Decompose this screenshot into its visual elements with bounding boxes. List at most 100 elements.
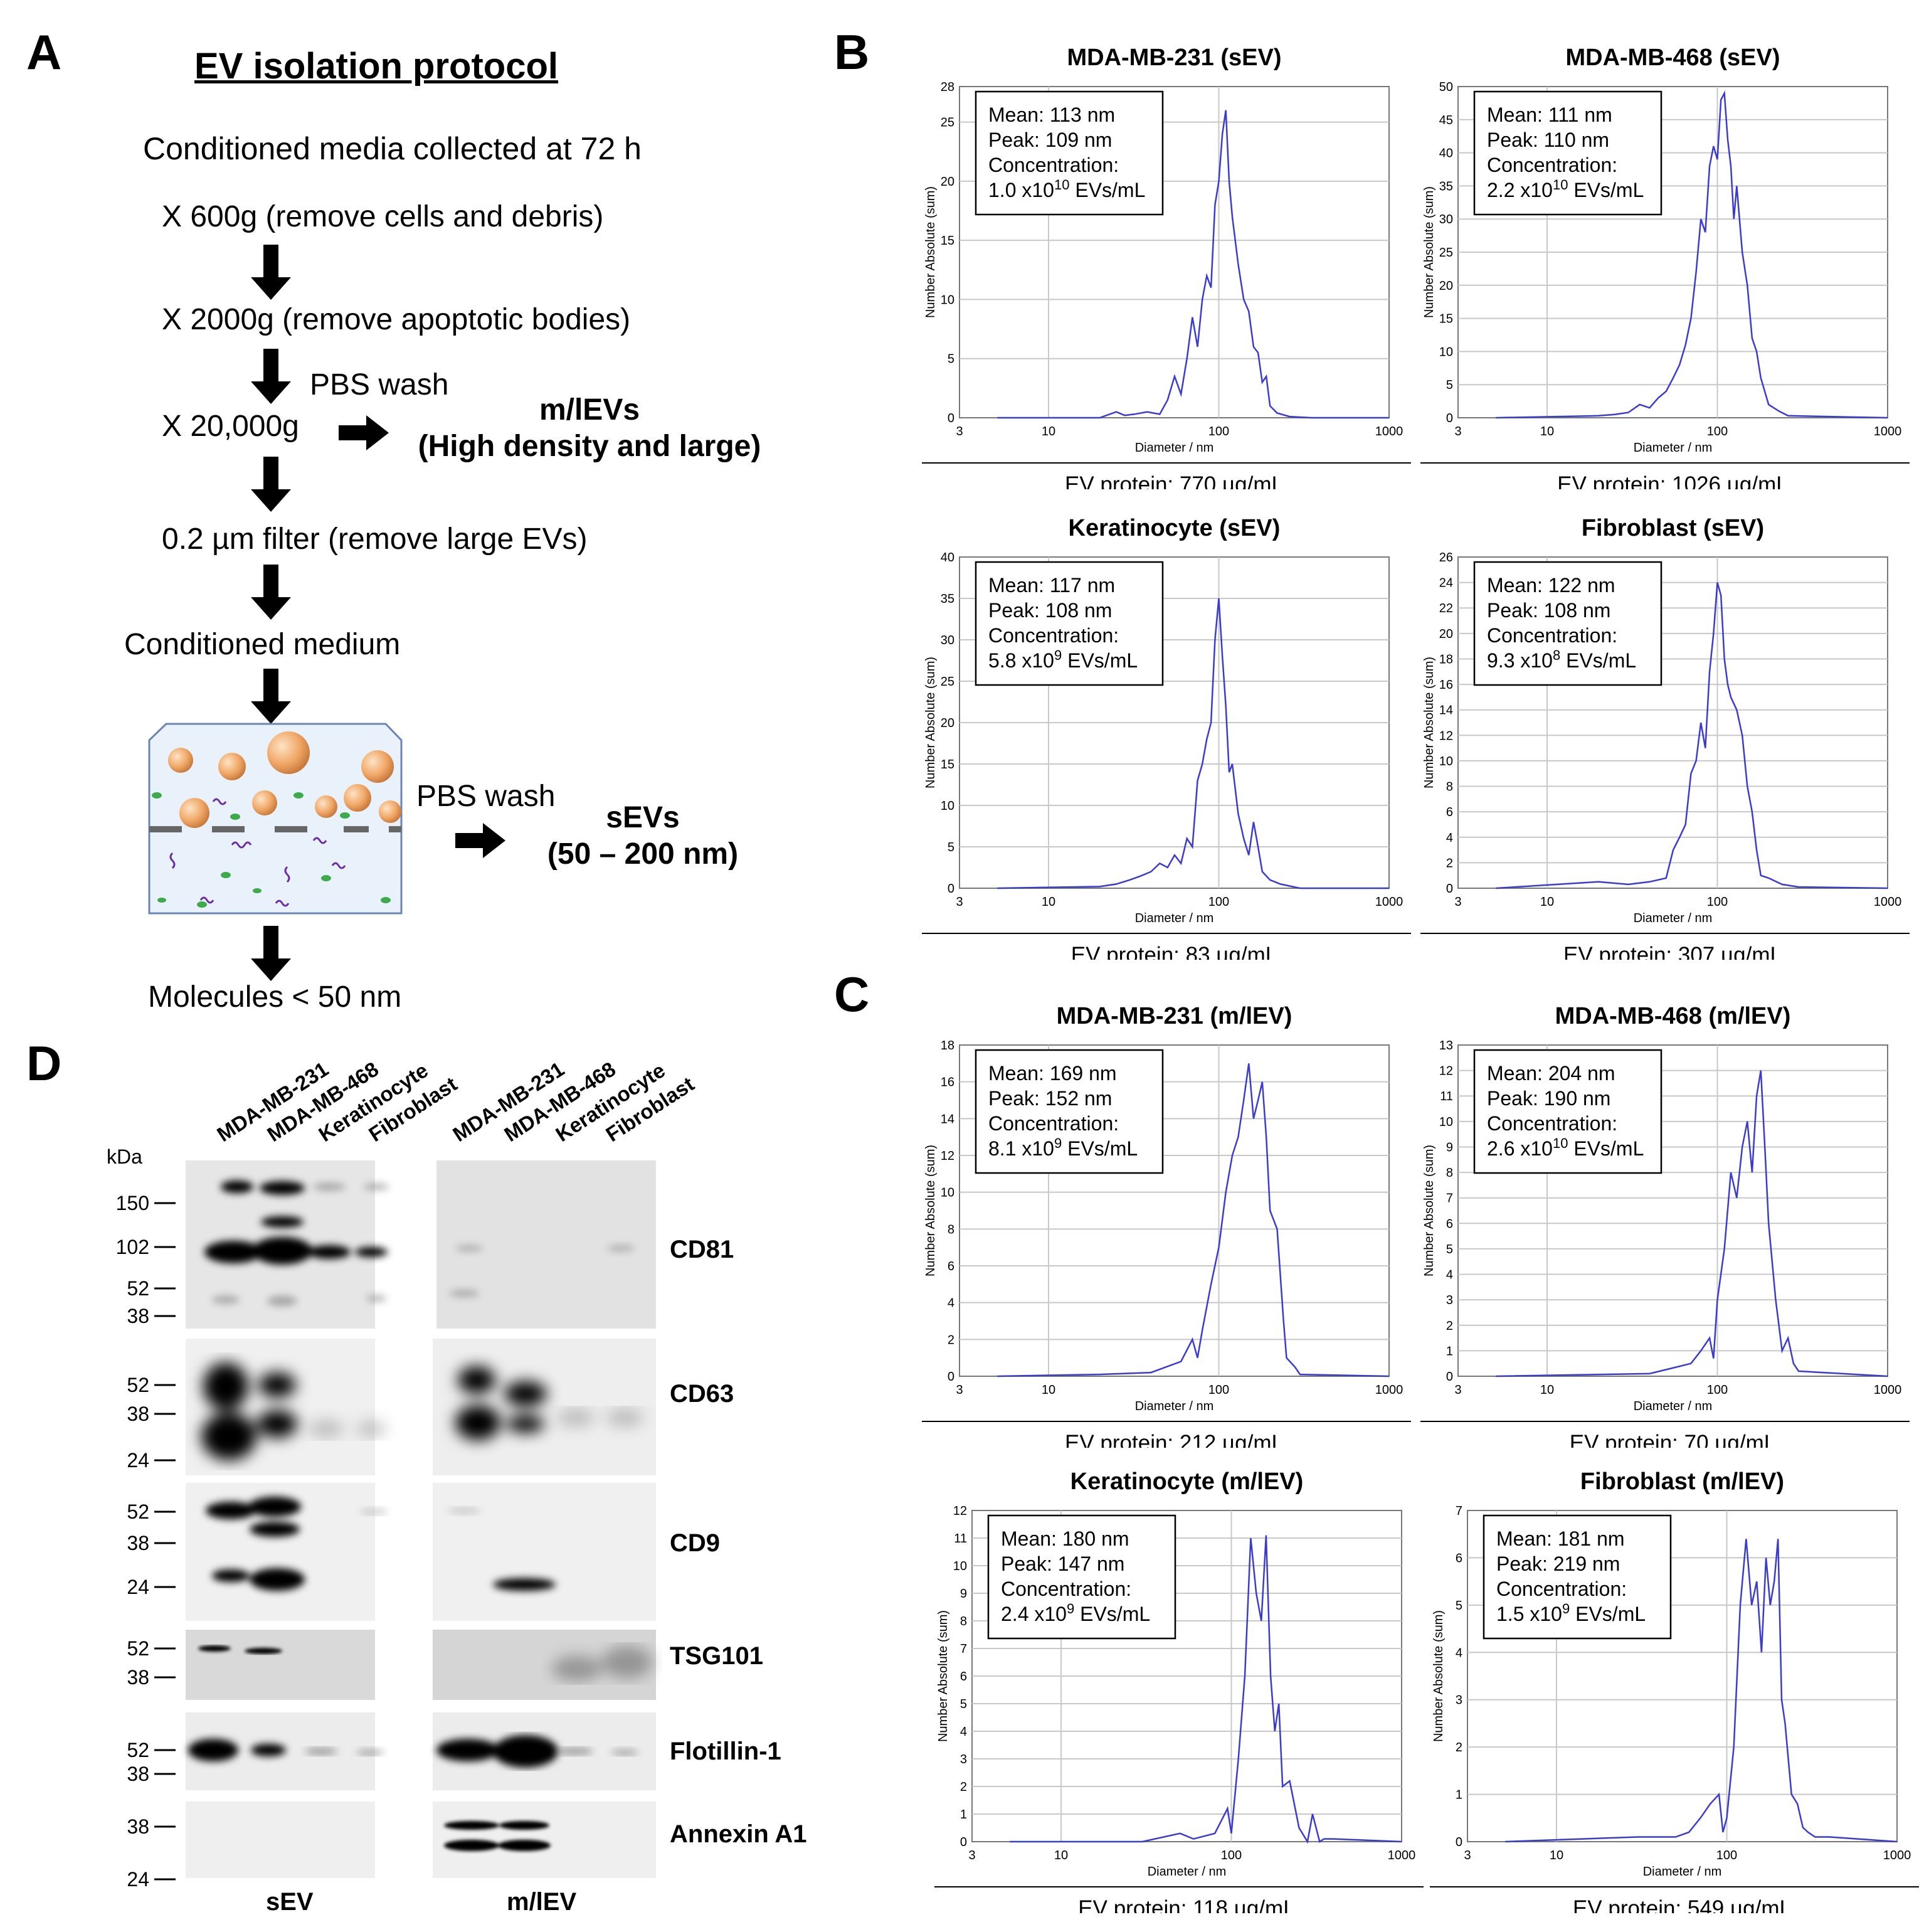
y-tick-label: 12 — [941, 1149, 954, 1163]
y-tick-label: 6 — [1446, 1217, 1453, 1231]
y-tick-label: 25 — [941, 675, 954, 689]
y-tick-label: 1 — [1446, 1344, 1453, 1358]
stats-line: Mean: 113 nm — [988, 104, 1115, 126]
chart-title: Keratinocyte (m/lEV) — [1070, 1468, 1304, 1495]
y-tick-label: 3 — [1446, 1293, 1453, 1307]
down-arrow-icon — [251, 926, 291, 981]
y-tick-label: 0 — [1456, 1835, 1462, 1849]
y-tick-label: 7 — [960, 1642, 967, 1656]
western-blot-images — [154, 1160, 656, 1881]
kda-marker: 52 — [127, 1739, 149, 1761]
y-tick-label: 2 — [1446, 1319, 1453, 1333]
y-tick-label: 20 — [1439, 279, 1453, 293]
blot-name-flotillin-1: Flotillin-1 — [670, 1738, 781, 1765]
blot-name-annexin-a1: Annexin A1 — [670, 1820, 807, 1848]
kda-marker: 52 — [127, 1637, 149, 1660]
y-tick-label: 4 — [960, 1725, 967, 1739]
y-tick-label: 1 — [960, 1808, 967, 1822]
y-tick-label: 5 — [948, 841, 954, 854]
x-tick-label: 10 — [1540, 895, 1554, 909]
y-axis-label: Number Absolute (sum) — [936, 1610, 950, 1742]
y-tick-label: 0 — [960, 1835, 967, 1849]
stats-line: Concentration: — [988, 624, 1119, 647]
y-tick-label: 9 — [1446, 1140, 1453, 1154]
y-tick-label: 15 — [1439, 312, 1453, 326]
kda-unit-label: kDa — [107, 1145, 142, 1168]
series-line — [1505, 1539, 1898, 1843]
y-tick-label: 6 — [960, 1670, 967, 1684]
down-arrow-icon — [251, 457, 291, 512]
stats-line: Peak: 190 nm — [1487, 1087, 1610, 1110]
y-tick-label: 15 — [941, 758, 954, 772]
protocol-pbs-wash-2: PBS wash — [416, 780, 556, 813]
ev-protein-label: EV protein: 307 µg/mL — [1563, 943, 1782, 960]
kda-marker: 52 — [127, 1500, 149, 1523]
blot-name-tsg101: TSG101 — [670, 1642, 763, 1670]
y-tick-label: 10 — [941, 293, 954, 307]
x-tick-label: 10 — [1540, 425, 1554, 438]
protocol-step-2000g: X 2000g (remove apoptotic bodies) — [162, 303, 631, 336]
blot-name-cd9: CD9 — [670, 1529, 721, 1557]
x-tick-label: 3 — [1454, 425, 1461, 438]
y-tick-label: 15 — [941, 234, 954, 248]
y-axis-label: Number Absolute (sum) — [924, 1145, 938, 1276]
protocol-step-filter: 0.2 µm filter (remove large EVs) — [162, 523, 588, 556]
y-tick-label: 7 — [1456, 1504, 1462, 1518]
stats-box — [975, 561, 1164, 686]
chart-svg: MDA-MB-231 (sEV) 3 10 100 1000 0 5 10 15 20 25 28 Di… — [922, 45, 1411, 497]
stats-line: Peak: 108 nm — [988, 599, 1112, 622]
y-tick-label: 4 — [1446, 1268, 1453, 1282]
panel-label-b: B — [834, 24, 870, 80]
stats-line: Concentration: — [988, 154, 1119, 176]
stats-line: Concentration: — [988, 1112, 1119, 1135]
y-tick-label: 26 — [1439, 551, 1453, 565]
group-label-mlev: m/lEV — [507, 1888, 577, 1916]
y-tick-label: 1 — [1456, 1788, 1462, 1802]
chart-svg: MDA-MB-468 (sEV) 3 10 100 1000 0 5 10 15 20 25 30 35… — [1420, 45, 1910, 497]
panel-label-a: A — [26, 24, 62, 80]
blot-name-cd81: CD81 — [670, 1236, 734, 1263]
ev-protein-label: EV protein: 212 µg/mL — [1065, 1431, 1284, 1448]
kda-marker: 38 — [127, 1763, 149, 1785]
y-tick-label: 2 — [1446, 856, 1453, 870]
sev-label-line2: (50 – 200 nm) — [547, 837, 739, 871]
y-tick-label: 20 — [941, 175, 954, 189]
y-axis-label: Number Absolute (sum) — [1422, 1145, 1436, 1276]
stats-line: Concentration: — [1496, 1578, 1627, 1600]
x-axis-label: Diameter / nm — [1148, 1865, 1227, 1879]
y-axis-label: Number Absolute (sum) — [1432, 1610, 1446, 1742]
y-axis-label: Number Absolute (sum) — [1422, 186, 1436, 318]
y-tick-label: 6 — [1456, 1551, 1462, 1565]
y-tick-label: 5 — [1446, 378, 1453, 392]
group-label-sev: sEV — [266, 1888, 314, 1916]
y-tick-label: 6 — [1446, 805, 1453, 819]
stats-concentration: 1.0 x1010 EVs/mL — [988, 177, 1145, 202]
stats-line: Mean: 181 nm — [1496, 1527, 1625, 1550]
y-tick-label: 10 — [1439, 1115, 1453, 1129]
y-tick-label: 4 — [1446, 831, 1453, 845]
stats-line: Peak: 219 nm — [1496, 1552, 1620, 1575]
series-line — [1010, 1535, 1402, 1844]
protocol-title: EV isolation protocol — [194, 46, 559, 87]
ev-protein-label: EV protein: 83 µg/mL — [1071, 943, 1278, 960]
y-tick-label: 10 — [1439, 755, 1453, 768]
x-tick-label: 10 — [1550, 1849, 1563, 1862]
stats-line: Concentration: — [1001, 1578, 1131, 1600]
right-arrow-icon — [455, 823, 505, 858]
stats-line: Peak: 110 nm — [1487, 129, 1609, 151]
protocol-step-20000g: X 20,000g — [162, 410, 299, 443]
protocol-step-conditioned-medium: Conditioned medium — [124, 628, 401, 661]
chart-svg: Keratinocyte (sEV) 3 10 100 1000 0 5 10 15 20 25 30… — [922, 515, 1411, 967]
kda-marker: 102 — [115, 1236, 149, 1258]
x-tick-label: 10 — [1042, 895, 1055, 909]
y-tick-label: 4 — [948, 1297, 954, 1310]
y-tick-label: 10 — [953, 1559, 967, 1573]
y-tick-label: 18 — [941, 1039, 954, 1053]
y-tick-label: 35 — [941, 592, 954, 606]
kda-marker: 150 — [115, 1192, 149, 1214]
y-tick-label: 18 — [1439, 652, 1453, 666]
y-tick-label: 40 — [1439, 147, 1453, 161]
sev-label-line1: sEVs — [606, 801, 680, 834]
chart-svg: Keratinocyte (m/lEV)3 10 100 10000123456789… — [934, 1468, 1424, 1921]
x-tick-label: 1000 — [1874, 895, 1902, 909]
